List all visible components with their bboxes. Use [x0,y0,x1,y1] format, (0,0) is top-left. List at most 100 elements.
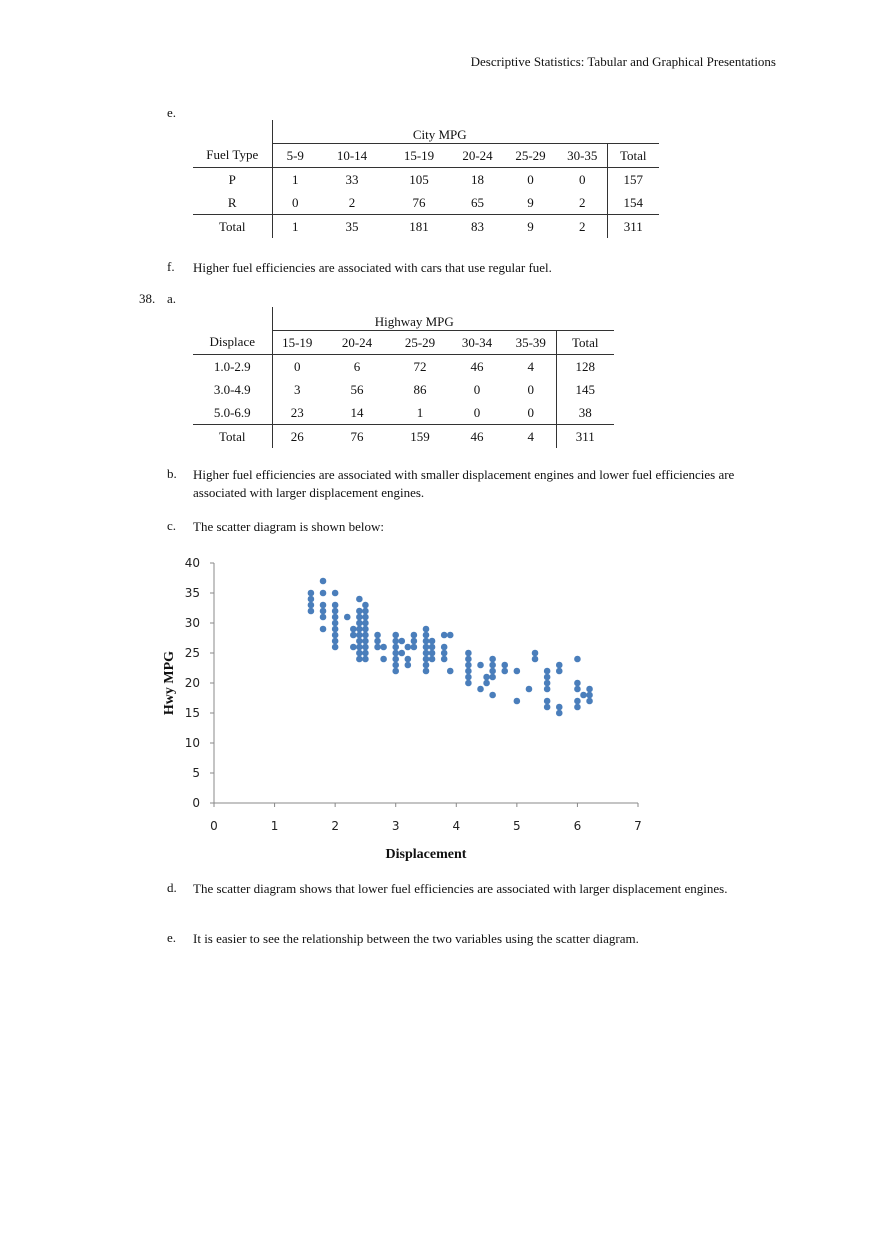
data-point [440,655,448,663]
data-point [404,655,412,663]
data-point [440,649,448,657]
table-row: 5.0-6.9 23 14 1 0 0 38 [193,401,614,425]
data-point [543,685,551,693]
data-point [513,667,521,675]
data-point [356,649,363,657]
group-header: Highway MPG [271,307,614,331]
y-tick-label: 35 [185,586,200,600]
data-point [331,607,339,615]
data-point [489,667,496,675]
y-tick-label: 10 [185,736,200,750]
data-point [465,661,472,669]
data-point [410,631,418,639]
data-point [422,631,430,639]
data-point [446,667,454,675]
data-point [362,607,369,615]
x-tick-label: 5 [513,819,521,833]
answer-f: Higher fuel efficiencies are associated … [193,260,552,275]
answer-e: It is easier to see the relationship bet… [193,931,639,946]
data-point [422,655,430,663]
data-point [465,667,472,675]
data-point [331,619,339,627]
item-label: c. [167,518,177,533]
data-point [350,643,357,651]
scatter-chart: 0 5 10 15 20 25 30 35 40 0 1 2 3 4 5 6 7 Displacement Hwy … [162,556,642,862]
data-point [586,697,593,705]
data-point [392,649,400,657]
data-point [428,655,436,663]
data-point [513,697,521,705]
answer-c: The scatter diagram is shown below: [193,519,384,534]
data-point [446,631,454,639]
data-point [489,673,496,681]
data-point [331,637,339,645]
data-point [356,637,363,645]
problem-number: 38. [139,291,156,306]
data-point [574,655,581,663]
x-tick-label: 6 [574,819,582,833]
data-point [477,661,484,669]
data-point [374,637,381,645]
data-point [319,577,327,585]
data-point [362,601,369,609]
data-point [525,685,533,693]
data-point [465,655,472,663]
x-tick-label: 4 [452,819,460,833]
table-row: R 0 2 76 65 9 2 154 [193,191,659,215]
highway-mpg-table: Highway MPG Displace 15-19 20-24 25-29 30-34… [193,307,614,448]
data-point [586,691,593,699]
item-label: e. [167,930,177,945]
y-tick-label: 40 [185,556,200,570]
data-point [350,625,357,633]
data-point [319,625,327,633]
data-point [392,643,400,651]
table-row: 3.0-4.9 3 56 86 0 0 145 [193,378,614,401]
data-point [465,649,472,657]
data-point [307,607,315,615]
data-point [374,631,381,639]
data-point [392,631,400,639]
x-tick-label: 1 [271,819,279,833]
data-point [362,631,369,639]
data-point [307,589,315,597]
data-point [501,661,509,669]
data-point [392,655,400,663]
data-point [422,625,430,633]
data-point [307,595,315,603]
data-point [392,667,400,675]
table-header-row: Displace 15-19 20-24 25-29 30-34 35-39 Total [193,330,614,355]
data-point [422,637,430,645]
data-point [586,685,593,693]
data-point [319,607,327,615]
data-point [356,595,363,603]
data-point [483,679,490,687]
data-point [580,691,587,699]
data-point [319,601,327,609]
data-point [362,613,369,621]
x-tick-label: 2 [331,819,339,833]
data-point [331,601,339,609]
data-point [307,601,315,609]
data-point [543,667,551,675]
data-point [555,667,563,675]
data-point [398,649,406,657]
data-point [574,679,581,687]
data-point [555,709,563,717]
data-point [356,655,363,663]
data-point [440,631,448,639]
data-point [331,625,339,633]
data-point [331,643,339,651]
data-point [465,679,472,687]
table-row: P 1 33 105 18 0 0 157 [193,167,659,191]
data-point [362,625,369,633]
data-point [331,631,339,639]
data-point [440,643,448,651]
table-total-row: Total 1 35 181 83 9 2 311 [193,214,659,238]
data-point [331,589,339,597]
data-point [374,643,381,651]
data-point [543,697,551,705]
y-tick-label: 20 [185,676,200,690]
data-point [477,685,484,693]
item-label: e. [167,105,177,120]
